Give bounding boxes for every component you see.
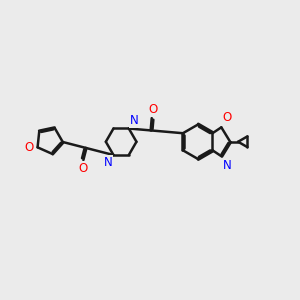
- Text: O: O: [148, 103, 157, 116]
- Text: O: O: [25, 141, 34, 154]
- Text: N: N: [103, 156, 112, 169]
- Text: N: N: [130, 114, 139, 127]
- Text: O: O: [223, 111, 232, 124]
- Text: O: O: [78, 162, 87, 175]
- Text: N: N: [223, 159, 231, 172]
